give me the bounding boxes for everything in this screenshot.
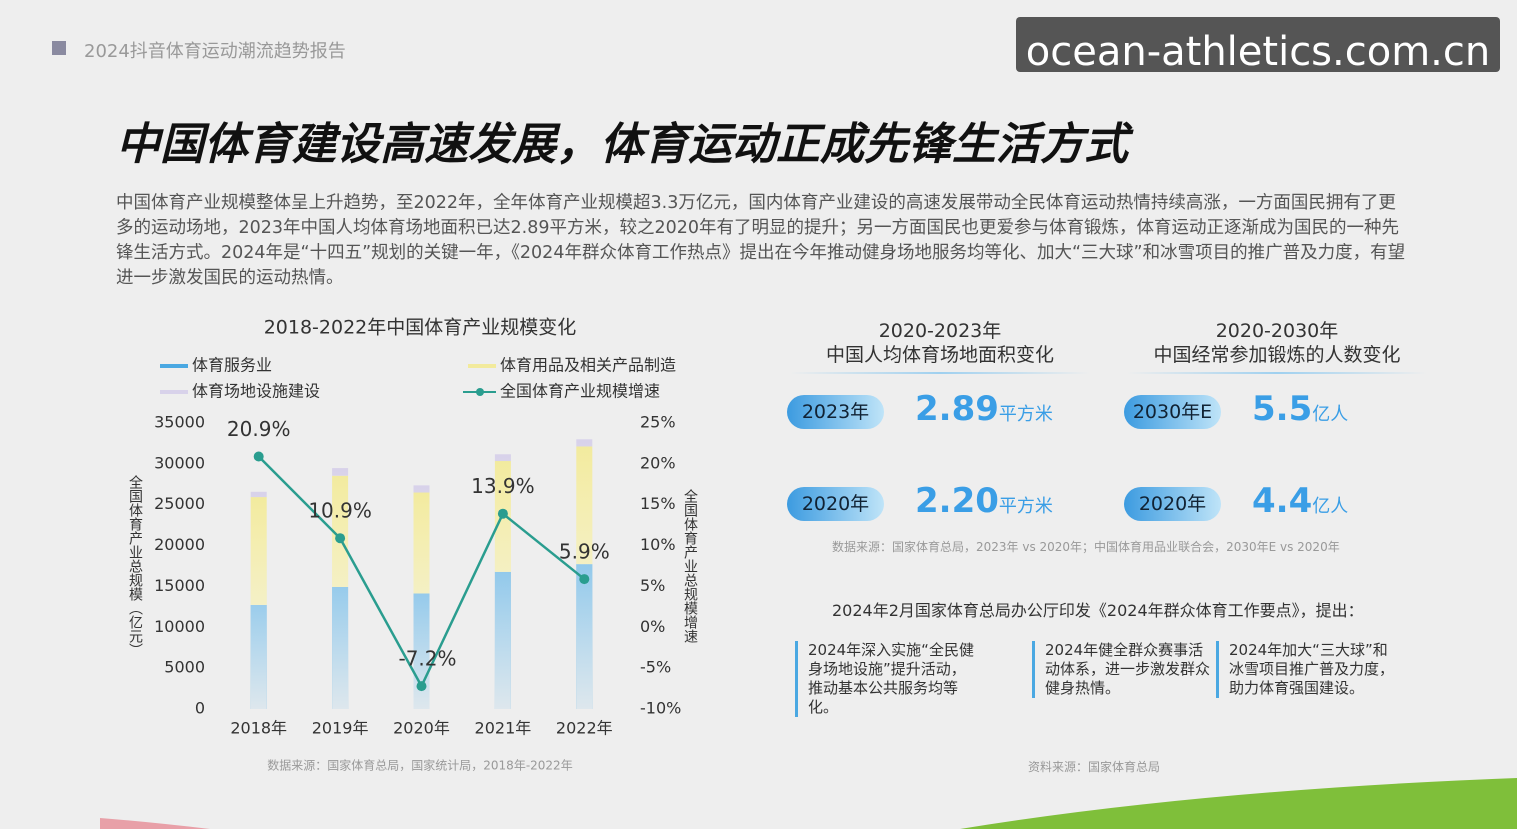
data-label: -7.2%: [398, 647, 456, 671]
report-tag: 2024抖音体育运动潮流趋势报告: [84, 41, 346, 62]
value: 4.4: [1252, 481, 1313, 521]
data-label: 13.9%: [471, 474, 535, 498]
stats-title: 2020-2023年: [878, 320, 1002, 342]
legend-label: 体育服务业: [192, 356, 272, 375]
stat-value: 4.4亿人: [1252, 481, 1348, 521]
stat-value: 5.5亿人: [1252, 389, 1348, 429]
unit: 亿人: [1312, 496, 1349, 517]
y-tick-label: 20000: [154, 535, 205, 554]
year-pill: 2023年: [787, 395, 884, 429]
value: 2.20: [915, 481, 999, 521]
value: 2.89: [915, 389, 999, 429]
intro: 中国体育产业规模整体呈上升趋势，至2022年，全年体育产业规模超3.3万亿元，国…: [116, 193, 1406, 288]
chart-source: 数据来源：国家体育总局，国家统计局，2018年-2022年: [267, 758, 572, 773]
y2-tick-label: -10%: [640, 699, 681, 718]
y-tick-label: 30000: [154, 453, 205, 472]
legend-swatch: [160, 390, 188, 394]
watermark: ocean-athletics.com.cn: [1016, 17, 1500, 72]
y2-tick-label: 5%: [640, 576, 665, 595]
y2-tick-label: 10%: [640, 535, 676, 554]
y2-tick-label: 25%: [640, 413, 676, 432]
unit: 平方米: [998, 496, 1053, 517]
stats-title: 中国经常参加锻炼的人数变化: [1153, 344, 1401, 366]
unit: 平方米: [998, 404, 1053, 425]
notice: 2024年2月国家体育总局办公厅印发《2024年群众体育工作要点》，提出：: [832, 601, 1364, 620]
notice-source: 资料来源：国家体育总局: [1028, 760, 1161, 774]
y-tick-label: 0: [195, 699, 205, 718]
stat-value: 2.20平方米: [915, 481, 1053, 521]
legend-swatch: [160, 364, 188, 368]
stats-source: 数据来源：国家体育总局，2023年 vs 2020年；中国体育用品业联合会，20…: [832, 540, 1340, 554]
policy-point: 2024年加大“三大球”和冰雪项目推广普及力度，助力体育强国建设。: [1216, 641, 1399, 698]
year-pill: 2020年: [1124, 487, 1221, 521]
x-tick-label: 2019年: [312, 719, 369, 738]
legend-swatch: [468, 364, 496, 368]
stats-divider: [790, 372, 1090, 374]
y-tick-label: 25000: [154, 494, 205, 513]
y-tick-label: 10000: [154, 617, 205, 636]
year-pill: 2030年E: [1124, 395, 1221, 429]
bar-fade: [332, 468, 349, 709]
x-tick-label: 2020年: [393, 719, 450, 738]
y2-axis-label: 全国体育产业总规模增速: [682, 488, 698, 644]
legend-label: 全国体育产业规模增速: [500, 382, 660, 401]
growth-marker: [253, 451, 264, 462]
bar-fade: [250, 491, 267, 709]
unit: 亿人: [1312, 404, 1349, 425]
growth-marker: [335, 533, 346, 544]
decoration: [100, 818, 210, 829]
grass-decoration: [960, 778, 1517, 829]
main-title: 中国体育建设高速发展，体育运动正成先锋生活方式: [116, 119, 1128, 170]
y2-tick-label: -5%: [640, 658, 671, 677]
x-tick-label: 2021年: [475, 719, 532, 738]
x-tick-label: 2018年: [230, 719, 287, 738]
growth-marker: [579, 574, 590, 585]
policy-point: 2024年深入实施“全民健身场地设施”提升活动，推动基本公共服务均等化。: [795, 641, 978, 717]
y-axis-label: 全国体育产业总规模（亿元）: [127, 474, 143, 657]
legend-label: 体育场地设施建设: [192, 382, 320, 401]
stats-title: 2020-2030年: [1215, 320, 1339, 342]
stats-divider: [1127, 372, 1427, 374]
y-tick-label: 15000: [154, 576, 205, 595]
data-label: 10.9%: [308, 499, 372, 523]
value: 5.5: [1252, 389, 1313, 429]
data-label: 20.9%: [227, 417, 291, 441]
year-pill: 2020年: [787, 487, 884, 521]
y-tick-label: 5000: [164, 658, 205, 677]
stat-value: 2.89平方米: [915, 389, 1053, 429]
growth-marker: [497, 508, 508, 519]
growth-marker: [416, 681, 427, 692]
chart-title: 2018-2022年中国体育产业规模变化: [264, 317, 577, 339]
data-label: 5.9%: [559, 540, 610, 564]
x-tick-label: 2022年: [556, 719, 613, 738]
legend-marker: [476, 388, 484, 396]
bar-fade: [413, 485, 430, 709]
y2-tick-label: 20%: [640, 453, 676, 472]
y-tick-label: 35000: [154, 413, 205, 432]
tag-icon: [52, 41, 66, 55]
legend-label: 体育用品及相关产品制造: [500, 356, 676, 375]
y2-tick-label: 0%: [640, 617, 665, 636]
y2-tick-label: 15%: [640, 494, 676, 513]
stats-title: 中国人均体育场地面积变化: [825, 344, 1054, 366]
policy-point: 2024年健全群众赛事活动体系，进一步激发群众健身热情。: [1032, 641, 1215, 698]
